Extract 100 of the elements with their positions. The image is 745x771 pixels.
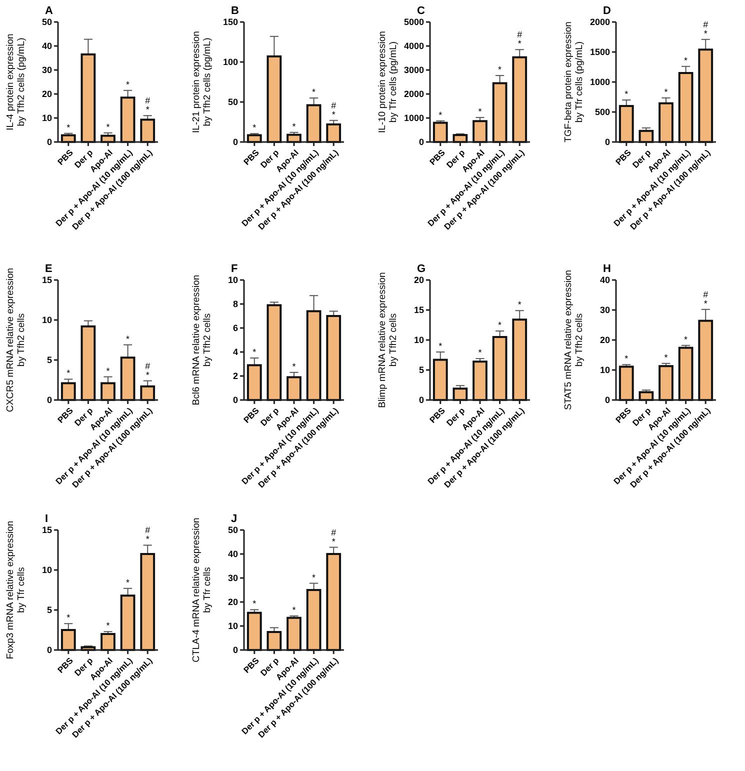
annotation: # <box>145 525 150 536</box>
annotation: * <box>332 536 336 546</box>
annotation: * <box>126 577 130 588</box>
annotation: * <box>332 109 336 120</box>
chart-title: A <box>45 5 53 17</box>
annotation: * <box>292 121 296 132</box>
y-tick-label: 2 <box>232 371 238 382</box>
y-tick-label: 10 <box>414 335 424 346</box>
annotation: * <box>624 354 629 364</box>
y-tick-label: 40 <box>228 549 238 560</box>
y-tick-label: 1000 <box>404 113 424 124</box>
y-axis-title: TGF-beta protein expression by Tfr cells (pg/mL) <box>563 22 585 142</box>
bar <box>120 96 136 143</box>
annotation: * <box>438 110 443 120</box>
annotation: * <box>106 366 110 376</box>
bar <box>60 629 76 651</box>
annotation: * <box>438 341 443 351</box>
annotation: # <box>331 527 336 538</box>
y-tick-label: 40 <box>42 41 52 52</box>
bar <box>306 104 322 143</box>
bar <box>512 318 528 401</box>
y-tick-label: 3000 <box>404 65 424 76</box>
bar <box>698 320 714 401</box>
bar <box>246 612 262 651</box>
annotation: * <box>704 28 708 38</box>
y-tick-label: 10 <box>228 621 238 632</box>
y-tick-label: 5000 <box>404 17 424 28</box>
y-tick-label: 5 <box>46 605 52 616</box>
y-tick-label: 50 <box>42 17 52 28</box>
y-tick-label: 20 <box>42 89 52 100</box>
annotation: * <box>106 620 110 631</box>
bar <box>80 325 96 401</box>
bar <box>100 382 116 401</box>
y-axis-title: IL-10 protein expression by Tfr cells (pg/mL) <box>377 31 399 133</box>
annotation: * <box>66 612 71 623</box>
bar <box>658 365 674 401</box>
y-tick-label: 1500 <box>590 47 610 58</box>
y-tick-label: 50 <box>228 525 238 536</box>
y-tick-label: 100 <box>222 57 238 68</box>
chart-title: F <box>231 263 238 275</box>
chart-title: H <box>603 263 611 275</box>
y-tick-label: 10 <box>42 315 52 326</box>
y-axis-title: CXCR5 mRNA relative expression by Tfh2 cells <box>5 268 27 412</box>
y-axis-title: Bcl6 mRNA relative expression by Tfh2 cells <box>191 274 213 406</box>
annotation: * <box>312 87 316 97</box>
bar <box>286 376 302 401</box>
bar <box>492 82 508 143</box>
y-tick-label: 4000 <box>404 41 424 52</box>
bar <box>618 105 634 143</box>
annotation: * <box>126 79 130 90</box>
y-tick-label: 30 <box>600 305 610 316</box>
y-axis-title: IL-21 protein expression by Tfh2 cells (pg/mL) <box>191 31 213 133</box>
annotation: # <box>703 19 708 30</box>
y-axis-title: Blimp mRNA relative expression by Tfh2 cells <box>377 272 399 408</box>
bar <box>618 366 634 401</box>
annotation: * <box>518 300 522 310</box>
y-tick-label: 500 <box>594 107 610 118</box>
y-tick-label: 2000 <box>590 17 610 28</box>
chart-title: C <box>417 5 425 17</box>
y-tick-label: 10 <box>600 365 610 376</box>
annotation: * <box>146 534 150 544</box>
y-tick-label: 10 <box>42 113 52 124</box>
annotation: * <box>664 352 668 362</box>
y-tick-label: 15 <box>42 525 52 536</box>
annotation: * <box>252 598 257 609</box>
bar <box>326 553 342 651</box>
y-tick-label: 6 <box>232 323 238 334</box>
chart-title: I <box>45 513 48 525</box>
annotation: * <box>252 347 257 357</box>
annotation: # <box>331 100 336 110</box>
y-tick-label: 5 <box>418 365 424 376</box>
bar <box>326 315 342 401</box>
y-tick-label: 0 <box>232 645 238 656</box>
y-tick-label: 4 <box>232 347 238 358</box>
annotation: * <box>478 106 482 117</box>
bar <box>432 358 448 401</box>
y-tick-label: 2000 <box>404 89 424 100</box>
annotation: * <box>66 122 71 132</box>
annotation: * <box>146 104 150 115</box>
bar <box>492 336 508 401</box>
bar <box>306 589 322 651</box>
annotation: * <box>498 64 502 75</box>
bar <box>432 122 448 143</box>
y-tick-label: 10 <box>228 275 238 286</box>
chart-title: G <box>417 263 426 275</box>
annotation: * <box>146 370 150 380</box>
bar <box>140 553 156 651</box>
y-tick-label: 15 <box>414 305 424 316</box>
y-axis-title: STAT5 mRNA relative expression by Tfh2 cells <box>563 270 585 410</box>
y-tick-label: 8 <box>232 299 238 310</box>
bar <box>678 72 694 143</box>
annotation: * <box>478 348 482 358</box>
y-axis-title: CTLA-4 mRNA relative expression by Tfr cells <box>191 518 213 662</box>
chart-title: E <box>45 263 52 275</box>
y-tick-label: 20 <box>600 335 610 346</box>
y-tick-label: 0 <box>418 137 424 148</box>
bar <box>286 616 302 651</box>
annotation: * <box>292 361 296 372</box>
y-tick-label: 0 <box>418 395 424 406</box>
y-tick-label: 15 <box>42 275 52 286</box>
